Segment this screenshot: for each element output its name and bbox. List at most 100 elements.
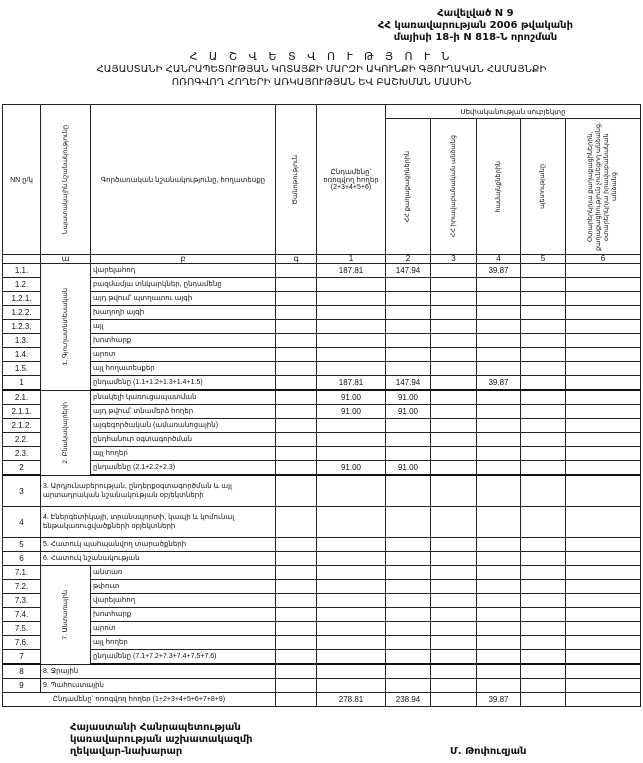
header-col2-text: ՀՀ քաղաքացիներին [404, 150, 411, 223]
header-col4-text: համայնքներին [494, 160, 502, 213]
value-cell-col1 [316, 649, 386, 665]
value-cell-col2 [385, 649, 431, 665]
row-description: թփուտ [90, 579, 276, 594]
value-cell-col2: 147.94 [385, 263, 431, 278]
value-cell-col3 [430, 418, 477, 433]
row-description: վարելահող [90, 593, 276, 608]
value-cell-col2: 91.00 [385, 389, 431, 405]
note-cell [275, 446, 317, 461]
row-description: այդ թվում՝ պտղատու այգի [90, 291, 276, 306]
value-cell-col2 [385, 319, 431, 334]
row-number: 7.6. [2, 635, 41, 650]
value-cell-col4: 39.87 [476, 692, 521, 707]
row-number: 4 [2, 506, 41, 538]
value-cell-col4 [476, 432, 521, 447]
row-number: 5 [2, 537, 41, 552]
note-cell [275, 635, 317, 650]
value-cell-col5 [520, 635, 566, 650]
value-cell-col2 [385, 678, 431, 693]
value-cell-col3 [430, 404, 477, 419]
value-cell-col6 [564, 565, 642, 580]
row-number: 1.2.2. [2, 305, 41, 320]
value-cell-col6 [564, 277, 642, 292]
value-cell-col1: 91.00 [316, 389, 386, 405]
header-col6: Օտարերկրյա քաղաքացիներին, քաղաքացիությու… [564, 118, 642, 255]
value-cell-col4 [476, 579, 521, 594]
note-cell [275, 474, 317, 507]
note-cell [275, 663, 317, 679]
value-cell-col1 [316, 678, 386, 693]
table-row: 4 4. Էներգետիկայի, տրանսպորտի, կապի և կոմ… [2, 506, 642, 538]
value-cell-col1 [316, 537, 386, 552]
value-cell-col6 [564, 474, 642, 507]
note-cell [275, 418, 317, 433]
value-cell-col4 [476, 621, 521, 636]
value-cell-col2 [385, 432, 431, 447]
value-cell-col4 [476, 361, 521, 376]
value-cell-col5 [520, 375, 566, 391]
table-row: 7.4. խոտհարք [2, 607, 642, 622]
value-cell-col5 [520, 319, 566, 334]
row-number: 9 [2, 678, 41, 693]
value-cell-col3 [430, 551, 477, 566]
table-body: 1.1. 1. Գյուղատնտեսական վարելահող 187.81 147… [2, 263, 642, 707]
value-cell-col3 [430, 607, 477, 622]
value-cell-col4 [476, 565, 521, 580]
row-number: 1.5. [2, 361, 41, 376]
row-number: 7.4. [2, 607, 41, 622]
row-description: այլ հողեր [90, 635, 276, 650]
table-row: 5 5. Հատուկ պահպանվող տարածքների [2, 537, 642, 552]
row-description: 5. Հատուկ պահպանվող տարածքների [40, 537, 276, 552]
value-cell-col1 [316, 607, 386, 622]
value-cell-col4 [476, 389, 521, 405]
value-cell-col6 [564, 649, 642, 665]
annex-line-2: ՀՀ կառավարության 2006 թվականի [377, 20, 573, 31]
note-cell [275, 649, 317, 665]
table-row: 7.6. այլ հողեր [2, 635, 642, 650]
row-description: վարելահող [90, 263, 276, 278]
value-cell-col3 [430, 375, 477, 391]
note-cell [275, 506, 317, 538]
row-description: այդ թվում՝ տնամերձ հողեր [90, 404, 276, 419]
group-label: 7. Անտառային [61, 589, 69, 640]
value-cell-col5 [520, 551, 566, 566]
value-cell-col4 [476, 474, 521, 507]
column-letter: 1 [316, 254, 386, 264]
value-cell-col1 [316, 635, 386, 650]
value-cell-col5 [520, 663, 566, 679]
value-cell-col6 [564, 663, 642, 679]
value-cell-col6 [564, 333, 642, 348]
note-cell [275, 291, 317, 306]
value-cell-col6 [564, 460, 642, 476]
value-cell-col1 [316, 474, 386, 507]
value-cell-col1 [316, 506, 386, 538]
value-cell-col2 [385, 635, 431, 650]
value-cell-col4 [476, 418, 521, 433]
title-line-3: ՈՌՈԳՎՈՂ ՀՈՂԵՐԻ ԱՌԿԱՅՈՒԹՅԱՆ ԵՎ ԲԱՇԽՄԱՆ ՄԱ… [171, 77, 472, 88]
total-description: Ընդամենը՝ ոռոգվող հողեր (1+2+3+4+5+6+7+8… [2, 692, 276, 707]
footer-line-3: ղեկավար-նախարար [70, 746, 183, 757]
value-cell-col1: 187.81 [316, 263, 386, 278]
value-cell-col5 [520, 404, 566, 419]
value-cell-col1 [316, 305, 386, 320]
note-cell [275, 319, 317, 334]
group-label-cell: 7. Անտառային [40, 565, 91, 665]
value-cell-col1: 91.00 [316, 404, 386, 419]
value-cell-col5 [520, 333, 566, 348]
document-title: Հ Ա Շ Վ Ե Տ Վ Ո Ւ Թ Յ Ո Ւ Ն ՀԱՅԱՍՏԱՆԻ ՀԱ… [0, 50, 643, 89]
row-number: 7.5. [2, 621, 41, 636]
column-letter: բ [90, 254, 276, 264]
value-cell-col3 [430, 635, 477, 650]
value-cell-col5 [520, 621, 566, 636]
value-cell-col3 [430, 319, 477, 334]
value-cell-col3 [430, 678, 477, 693]
row-description: արոտ [90, 347, 276, 362]
value-cell-col1 [316, 446, 386, 461]
value-cell-col6 [564, 692, 642, 707]
table-row: 7 ընդամենը (7.1+7.2+7.3+7.4+7.5+7.6) [2, 649, 642, 665]
header-note-text: Ծանոթություն [292, 154, 299, 205]
value-cell-col2 [385, 333, 431, 348]
annex-line-1: Հավելված N 9 [437, 8, 514, 19]
value-cell-col1 [316, 347, 386, 362]
note-cell [275, 333, 317, 348]
